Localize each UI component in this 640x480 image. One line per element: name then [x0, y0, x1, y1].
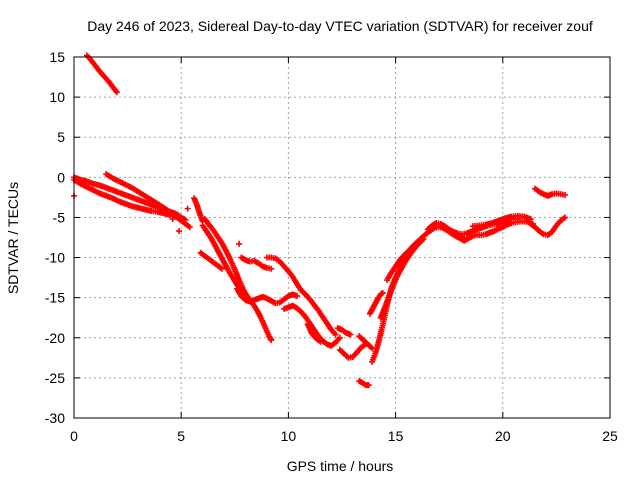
series-arc-h: [238, 254, 275, 272]
data-point: [561, 191, 568, 198]
data-point: [336, 334, 343, 341]
data-point: [218, 265, 225, 272]
series-arc-high: [83, 52, 120, 96]
series-arc-i: [263, 254, 339, 338]
data-point: [113, 89, 120, 96]
data-point: [347, 331, 354, 338]
y-tick-label: 10: [49, 89, 65, 105]
data-point: [176, 228, 183, 235]
series-arc-v: [452, 218, 536, 244]
series-arc-y: [531, 185, 568, 199]
data-point: [365, 382, 372, 389]
series-arc-q: [366, 289, 386, 317]
series-arc-w: [469, 212, 534, 230]
data-point: [379, 289, 386, 296]
data-point: [242, 291, 249, 298]
y-tick-label: 5: [57, 129, 65, 145]
x-tick-label: 10: [281, 428, 297, 444]
y-tick-label: 0: [57, 169, 65, 185]
tick-labels: 0 5 10 15 20 25 -30 -25 -20 -15 -10 -5 0 5 10 15: [45, 49, 618, 444]
data-point: [268, 337, 275, 344]
series-arc-b: [71, 176, 174, 219]
data-point: [268, 265, 275, 272]
series-arc-j: [233, 285, 300, 307]
series-arc-o: [356, 333, 376, 352]
series-arc-c: [103, 171, 193, 231]
data-point: [317, 338, 324, 345]
chart-title: Day 246 of 2023, Sidereal Day-to-day VTE…: [87, 18, 593, 34]
axis-ticks: [73, 56, 611, 419]
plot-frame: [73, 56, 611, 419]
y-tick-label: -30: [45, 410, 65, 426]
y-tick-label: -25: [45, 370, 65, 386]
x-tick-label: 25: [602, 428, 618, 444]
series-arc-k: [281, 302, 343, 349]
data-point: [184, 205, 191, 212]
y-axis-label: SDTVAR / TECUs: [5, 182, 21, 294]
x-tick-label: 0: [70, 428, 78, 444]
x-tick-label: 20: [495, 428, 511, 444]
data-point: [414, 239, 421, 246]
series-arc-p: [356, 378, 372, 389]
y-tick-label: -5: [53, 209, 66, 225]
data-points: [71, 52, 568, 389]
data-point: [378, 290, 385, 297]
series-arc-t: [384, 239, 421, 284]
series-arc-d: [191, 195, 206, 225]
series-arc-l: [304, 321, 324, 345]
x-axis-label: GPS time / hours: [287, 458, 394, 474]
series-arc-x: [527, 214, 568, 239]
series-arc-m: [334, 325, 354, 338]
x-tick-label: 15: [388, 428, 404, 444]
data-point: [332, 331, 339, 338]
series-arc-n: [336, 341, 369, 361]
series-arc-s: [377, 236, 427, 321]
y-tick-label: -20: [45, 330, 65, 346]
data-point: [186, 224, 193, 231]
y-tick-label: 15: [49, 49, 65, 65]
x-tick-label: 5: [177, 428, 185, 444]
data-point: [561, 214, 568, 221]
data-point: [236, 240, 243, 247]
y-tick-label: -10: [45, 250, 65, 266]
y-tick-label: -15: [45, 290, 65, 306]
data-point: [293, 293, 300, 300]
series-arc-e: [201, 216, 275, 344]
series-arc-g: [197, 249, 225, 272]
data-point: [169, 216, 176, 223]
grid-lines: [74, 57, 610, 418]
data-point: [420, 236, 427, 243]
